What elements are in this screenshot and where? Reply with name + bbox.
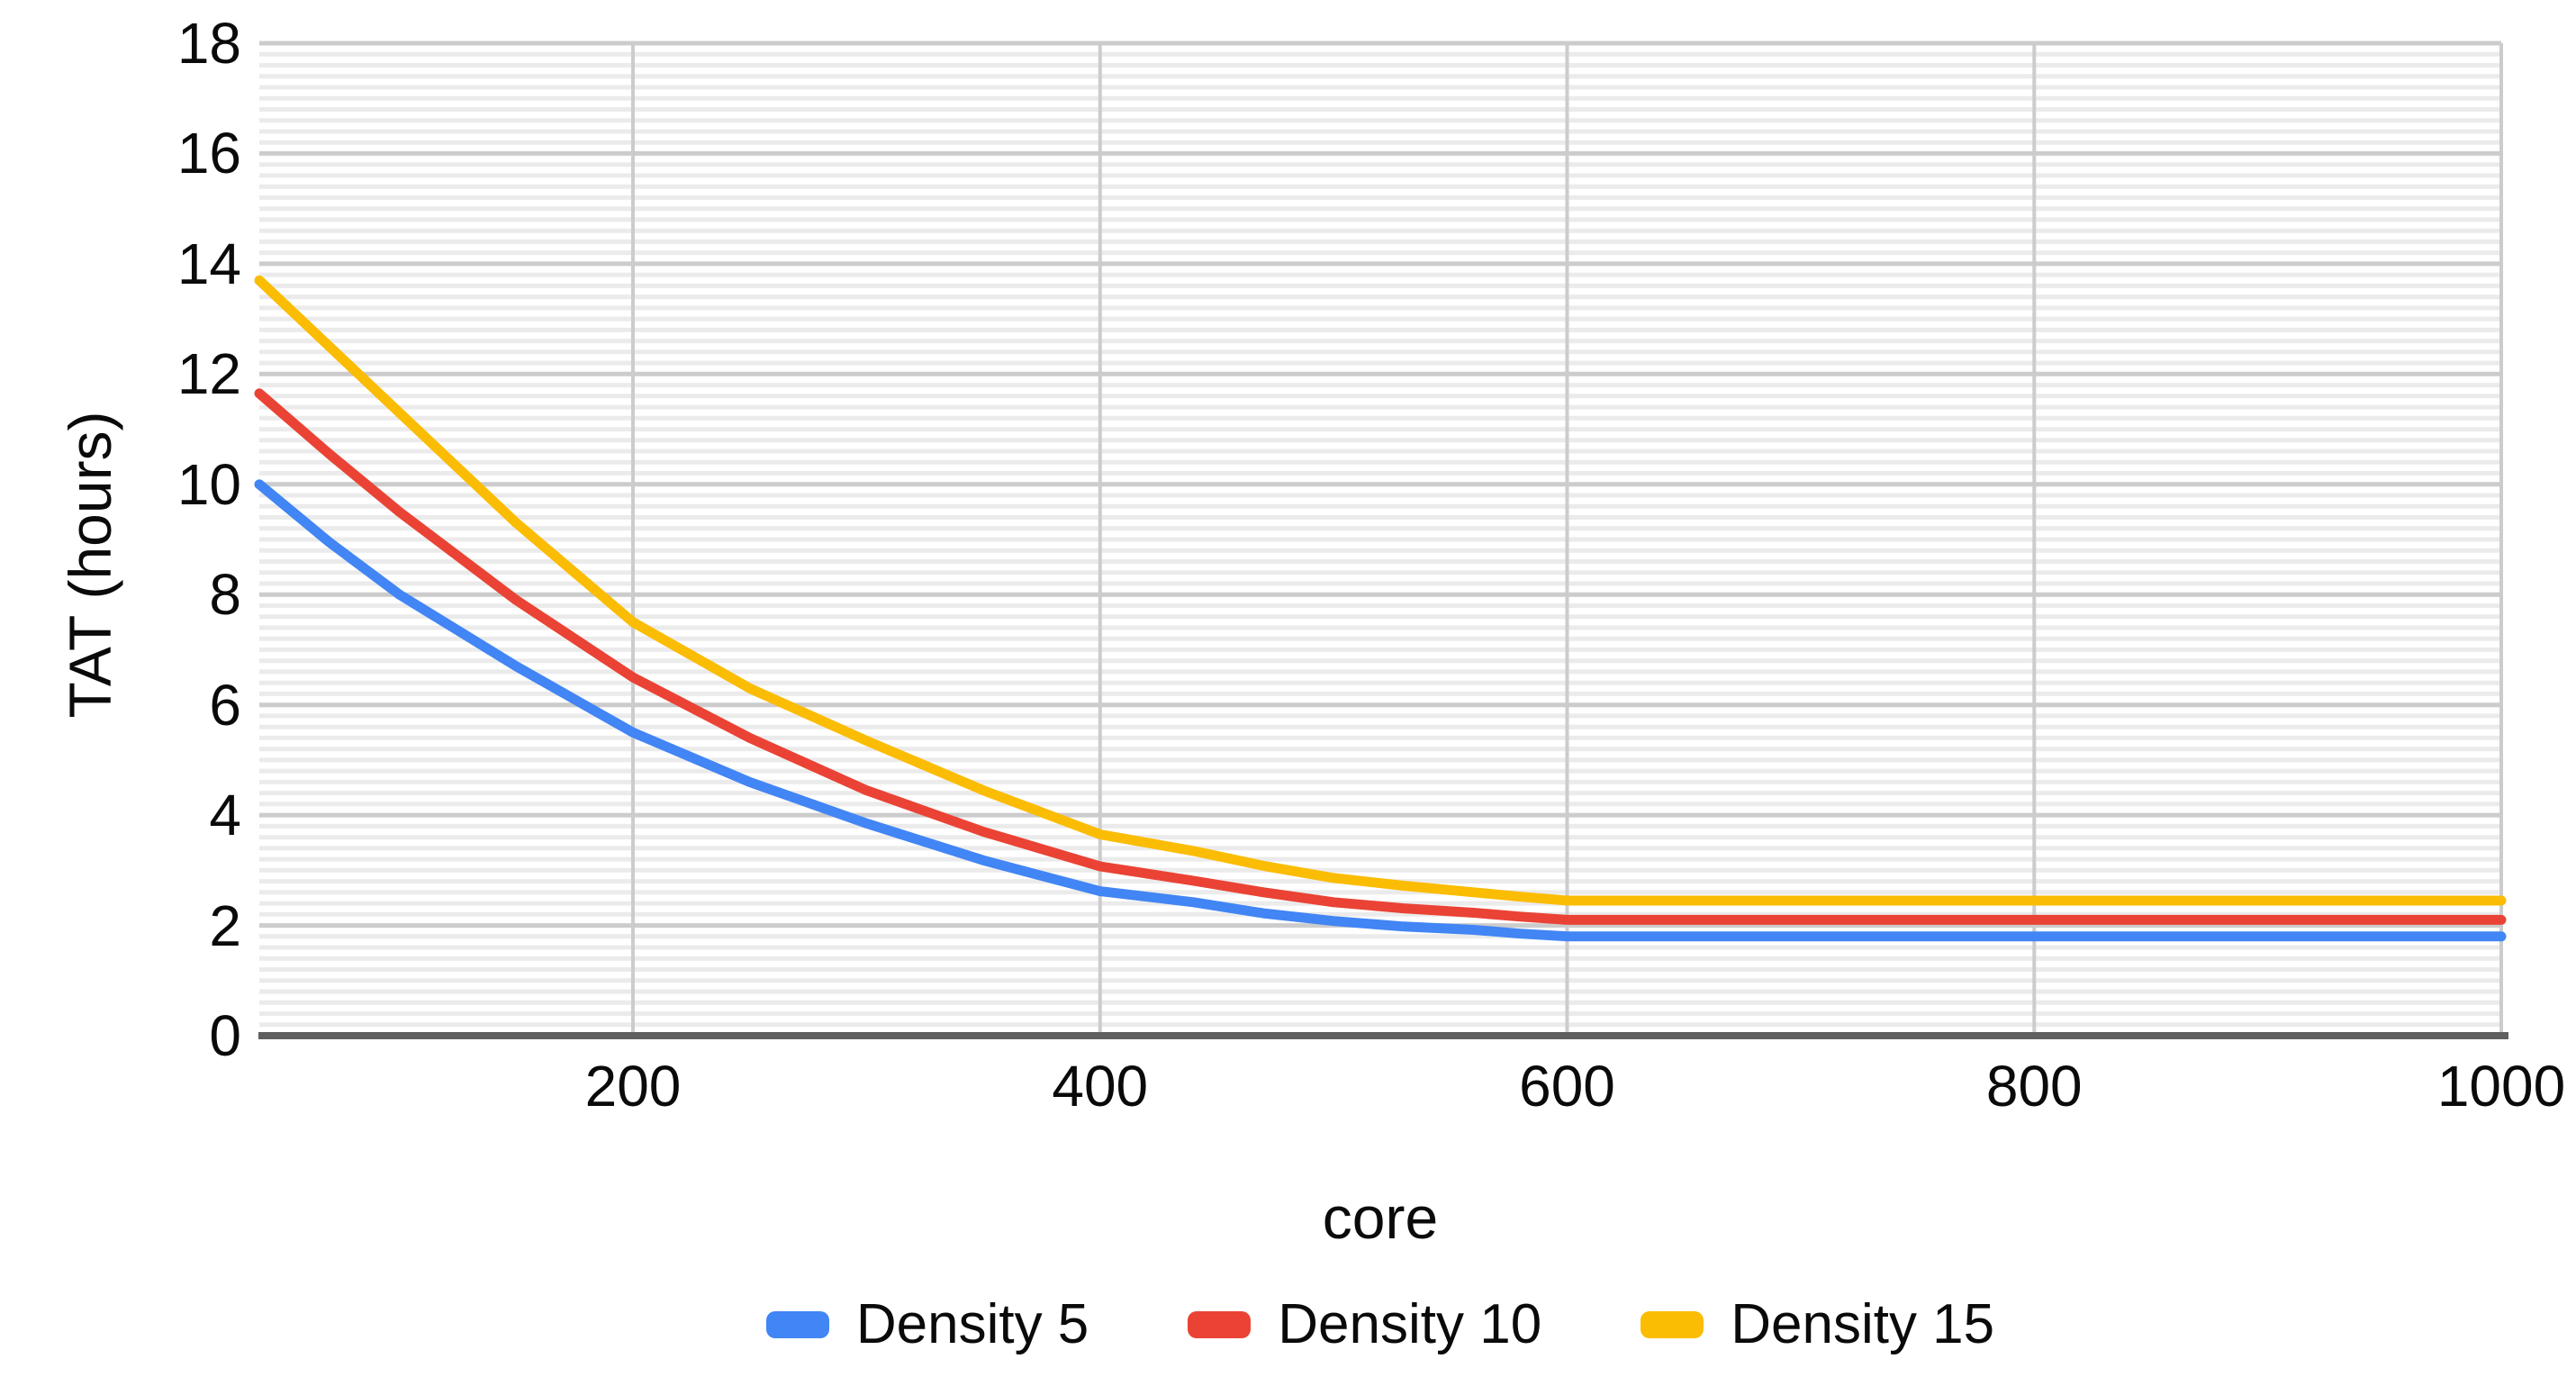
legend-item-density-10: Density 10	[1188, 1286, 1541, 1363]
y-tick-label: 10	[176, 451, 241, 517]
y-axis-title: TAT (hours)	[57, 411, 123, 719]
y-tick-label: 4	[209, 783, 241, 848]
y-tick-label: 6	[209, 672, 241, 738]
legend-swatch-density-10-icon	[1188, 1311, 1252, 1338]
y-tick-label: 12	[176, 341, 241, 407]
legend-swatch-density-15-icon	[1641, 1311, 1704, 1338]
legend-item-density-5: Density 5	[765, 1286, 1089, 1363]
x-tick-label: 200	[584, 1054, 682, 1119]
legend-label-density-10: Density 10	[1278, 1293, 1542, 1355]
x-axis-title: core	[1322, 1184, 1439, 1251]
y-tick-label: 0	[209, 1003, 241, 1068]
legend: Density 5 Density 10 Density 15	[259, 1286, 2501, 1363]
legend-swatch-density-5-icon	[765, 1311, 829, 1338]
x-tick-label: 400	[1052, 1054, 1149, 1119]
y-tick-label: 8	[209, 562, 241, 628]
legend-label-density-5: Density 5	[855, 1293, 1089, 1355]
x-tick-label: 800	[1985, 1054, 2083, 1119]
x-tick-label: 1000	[2436, 1054, 2566, 1119]
legend-label-density-15: Density 15	[1731, 1293, 1995, 1355]
y-tick-label: 2	[209, 892, 241, 958]
y-tick-label: 16	[176, 121, 241, 186]
y-tick-label: 14	[176, 231, 241, 296]
y-tick-label: 18	[176, 11, 241, 76]
x-tick-label: 600	[1519, 1054, 1615, 1119]
legend-item-density-15: Density 15	[1641, 1286, 1994, 1363]
